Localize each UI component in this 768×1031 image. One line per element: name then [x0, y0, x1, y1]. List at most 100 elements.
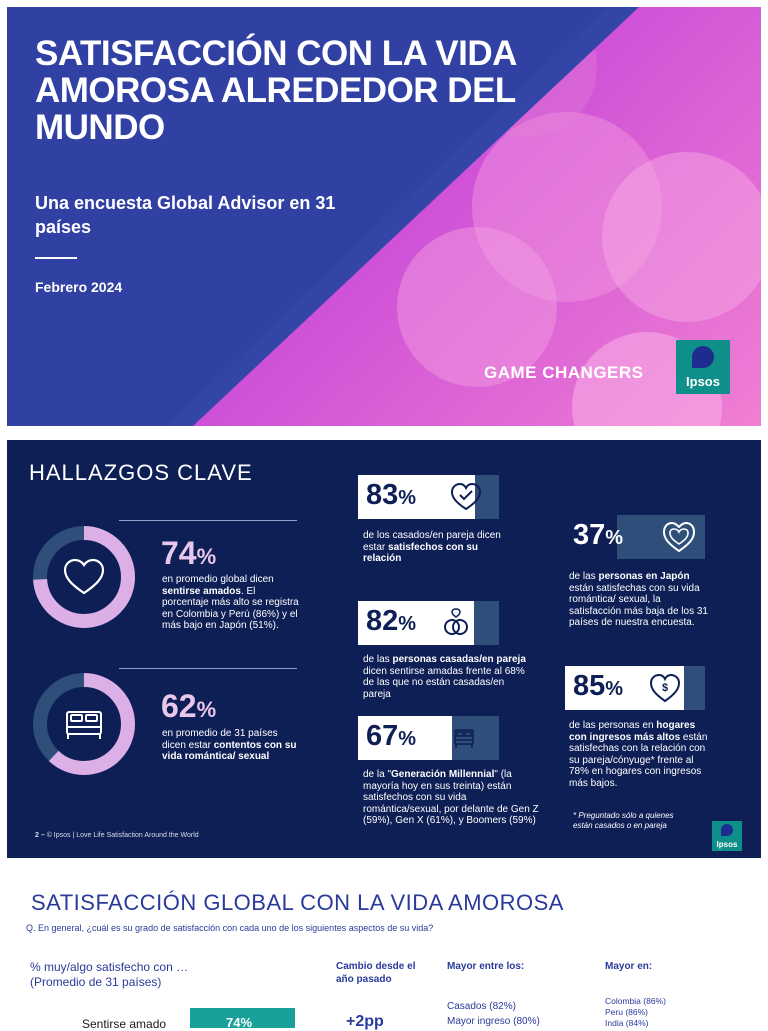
- footnote: * Preguntado sólo a quienes están casado…: [573, 811, 674, 830]
- list-item: Mayor ingreso (80%): [447, 1016, 540, 1027]
- text-part: de las: [363, 654, 393, 665]
- rings-icon: [436, 601, 476, 645]
- text-bold: hogares con ingresos más altos: [569, 720, 696, 743]
- income-value: 85%: [573, 670, 623, 703]
- japan-unit: %: [605, 527, 624, 549]
- heart-dollar-icon: $: [645, 666, 685, 710]
- text-bold: Generación Millennial: [391, 769, 495, 780]
- loved-number: 74: [161, 535, 197, 571]
- millennial-number: 67: [366, 720, 399, 752]
- logo-text: Ipsos: [686, 374, 720, 389]
- income-unit: %: [605, 678, 624, 700]
- income-stat: 85% $: [565, 666, 705, 710]
- left-header-line: (Promedio de 31 países): [30, 975, 162, 989]
- millennial-unit: %: [398, 728, 417, 750]
- slide-footer: 2 – © Ipsos | Love Life Satisfaction Aro…: [35, 832, 199, 839]
- text-part: están satisfechas con la relación con su…: [569, 731, 708, 789]
- page-number: 2 –: [35, 832, 45, 839]
- highest-in-list: Colombia (86%) Peru (86%) India (84%): [605, 996, 666, 1029]
- connector-line: [119, 520, 297, 521]
- text-bold: contentos con su vida romántica/ sexual: [162, 739, 297, 763]
- married-number: 83: [366, 479, 399, 511]
- left-column-header: % muy/algo satisfecho con … (Promedio de…: [30, 960, 188, 990]
- text-part: " (la mayoría hoy en sus treinta) están …: [363, 769, 539, 826]
- content-text: en promedio de 31 países dicen estar con…: [162, 728, 302, 763]
- row-label: Sentirse amado: [82, 1017, 167, 1031]
- japan-value: 37%: [573, 519, 623, 552]
- list-item: Colombia (86%): [605, 996, 666, 1006]
- ipsos-logo: Ipsos: [712, 821, 742, 851]
- col-highest-among-header: Mayor entre los:: [447, 961, 525, 972]
- heart-check-icon: [446, 475, 486, 519]
- loved-ring-fill: [33, 526, 135, 628]
- married-stat: 83%: [358, 475, 499, 519]
- married-loved-text: de las personas casadas/en pareja dicen …: [363, 654, 533, 700]
- highest-among-list: Casados (82%) Mayor ingreso (80%): [447, 999, 540, 1029]
- cover-background: [7, 7, 761, 426]
- text-bold: sentirse amados: [162, 585, 241, 597]
- text-part: de los casados/en pareja dicen estar: [363, 530, 501, 553]
- japan-number: 37: [573, 519, 606, 551]
- loved-text: en promedio global dicen sentirse amados…: [162, 574, 302, 632]
- loved-ring: [33, 526, 135, 628]
- millennial-bar-fill: [358, 716, 453, 760]
- cover-date: Febrero 2024: [35, 279, 123, 295]
- key-findings-slide: HALLAZGOS CLAVE 74% en promedio global d…: [7, 440, 761, 858]
- row-value: 74%: [226, 1015, 253, 1030]
- heart-icon: [63, 558, 105, 595]
- income-bar-fill: [565, 666, 684, 710]
- logo-text: Ipsos: [716, 840, 738, 849]
- text-bold: satisfechos con su relación: [363, 541, 479, 565]
- japan-text: de las personas en Japón están satisfech…: [569, 571, 709, 629]
- japan-stat: 37%: [565, 515, 705, 559]
- bed-icon: [66, 711, 102, 739]
- text-bold: personas en Japón: [598, 571, 690, 582]
- text-part: de las personas en: [569, 720, 657, 731]
- text-part: en promedio global dicen: [162, 574, 274, 585]
- content-value: 62%: [161, 688, 216, 725]
- content-unit: %: [196, 697, 217, 722]
- svg-text:$: $: [662, 682, 668, 694]
- findings-heading: HALLAZGOS CLAVE: [29, 460, 253, 485]
- millennial-text: de la "Generación Millennial" (la mayorí…: [363, 769, 543, 827]
- tagline: GAME CHANGERS: [484, 363, 644, 382]
- text-bold: personas casadas/en pareja: [392, 654, 526, 665]
- text-part: . El porcentaje más alto se registra en …: [162, 585, 299, 632]
- content-ring: [33, 673, 135, 775]
- row-bar: [190, 1008, 295, 1028]
- logo-mark-icon: [721, 824, 733, 836]
- hearts-icon: [659, 515, 699, 559]
- col-highest-in-header: Mayor en:: [605, 961, 653, 972]
- footer-text: © Ipsos | Love Life Satisfaction Around …: [46, 832, 199, 839]
- left-header-line: % muy/algo satisfecho con …: [30, 960, 189, 974]
- married-text: de los casados/en pareja dicen estar sat…: [363, 530, 503, 565]
- bed-icon: [444, 716, 484, 760]
- married-loved-number: 82: [366, 605, 399, 637]
- married-loved-unit: %: [398, 613, 417, 635]
- text-part: dicen sentirse amadas frente al 68% de l…: [363, 665, 525, 700]
- married-loved-value: 82%: [366, 605, 416, 638]
- list-item: Casados (82%): [447, 1001, 516, 1012]
- heart-shape-icon: [602, 152, 761, 322]
- income-text: de las personas en hogares con ingresos …: [569, 720, 709, 789]
- cover-slide: SATISFACCIÓN CON LA VIDA AMOROSA ALREDED…: [7, 7, 761, 426]
- married-loved-stat: 82%: [358, 601, 499, 645]
- col-change-header: Cambio desde el año pasado: [336, 961, 416, 985]
- millennial-value: 67%: [366, 720, 416, 753]
- connector-line: [119, 668, 297, 669]
- income-number: 85: [573, 670, 606, 702]
- list-item: India (84%): [605, 1018, 649, 1028]
- japan-bar-fill: [565, 515, 617, 559]
- married-value: 83%: [366, 479, 416, 512]
- text-part: de las: [569, 571, 599, 582]
- text-part: de la ": [363, 769, 392, 780]
- ipsos-logo: Ipsos: [676, 340, 730, 394]
- cover-subtitle: Una encuesta Global Advisor en 31 países: [35, 193, 336, 237]
- global-satisfaction-slide: SATISFACCIÓN GLOBAL CON LA VIDA AMOROSA …: [7, 872, 761, 1031]
- text-part: están satisfechas con su vida romántica/…: [569, 582, 708, 629]
- content-number: 62: [161, 688, 197, 724]
- divider: [35, 257, 77, 259]
- married-unit: %: [398, 487, 417, 509]
- logo-mark-icon: [692, 346, 714, 368]
- millennial-stat: 67%: [358, 716, 499, 760]
